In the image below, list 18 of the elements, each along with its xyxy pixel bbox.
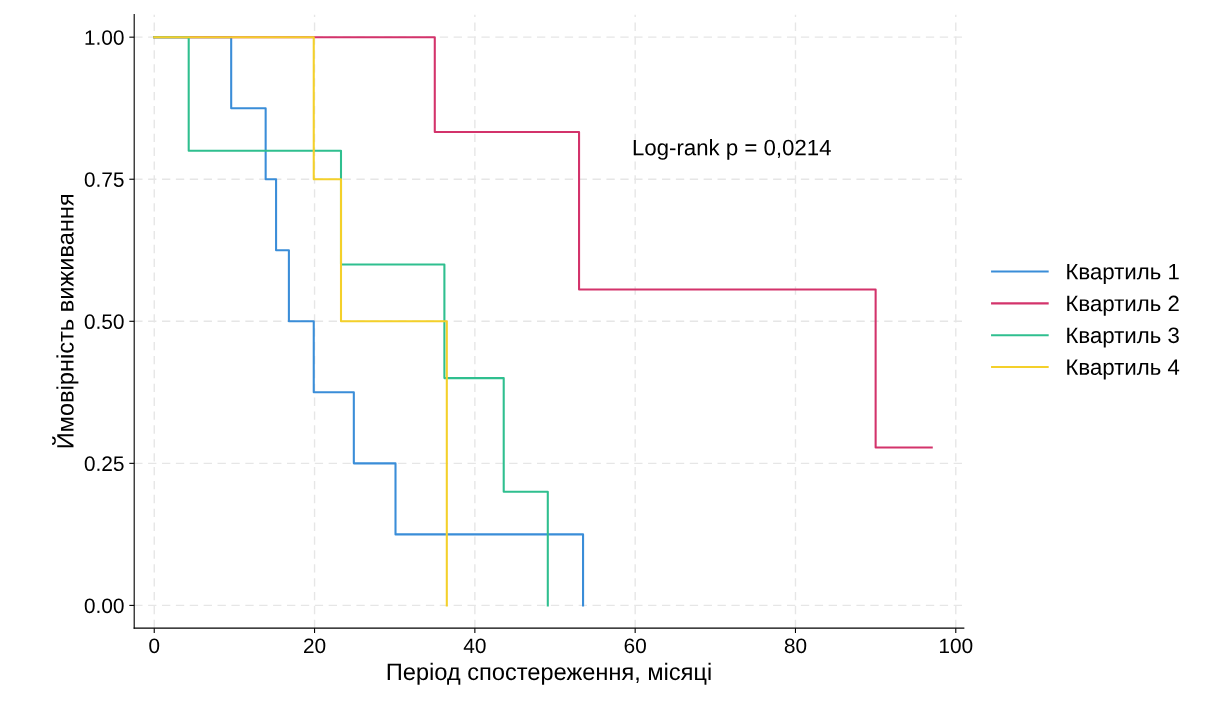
legend-label: Квартиль 3 (1067, 327, 1179, 348)
y-tick-label: 0.25 (84, 456, 124, 472)
legend-label: Квартиль 2 (1067, 295, 1179, 316)
y-tick-label: 0.75 (84, 172, 124, 187)
x-axis-title: Період спостереження, місяці (387, 662, 711, 685)
y-axis-title: Ймовірність виживання (52, 194, 79, 448)
x-tick-label: 20 (304, 638, 326, 654)
legend-label: Квартиль 4 (1067, 359, 1180, 380)
y-tick-label: 1.00 (85, 30, 124, 45)
y-tick-label: 0.50 (84, 314, 124, 330)
annotation: Log-rank p = 0,0214 (633, 139, 831, 160)
x-tick-label: 100 (940, 638, 973, 654)
y-tick-label: 0.00 (84, 598, 124, 614)
x-tick-label: 60 (624, 638, 646, 654)
x-tick-label: 0 (149, 638, 160, 654)
x-tick-label: 80 (784, 638, 807, 654)
x-tick-label: 40 (463, 638, 486, 654)
legend-label: Квартиль 1 (1067, 264, 1179, 284)
